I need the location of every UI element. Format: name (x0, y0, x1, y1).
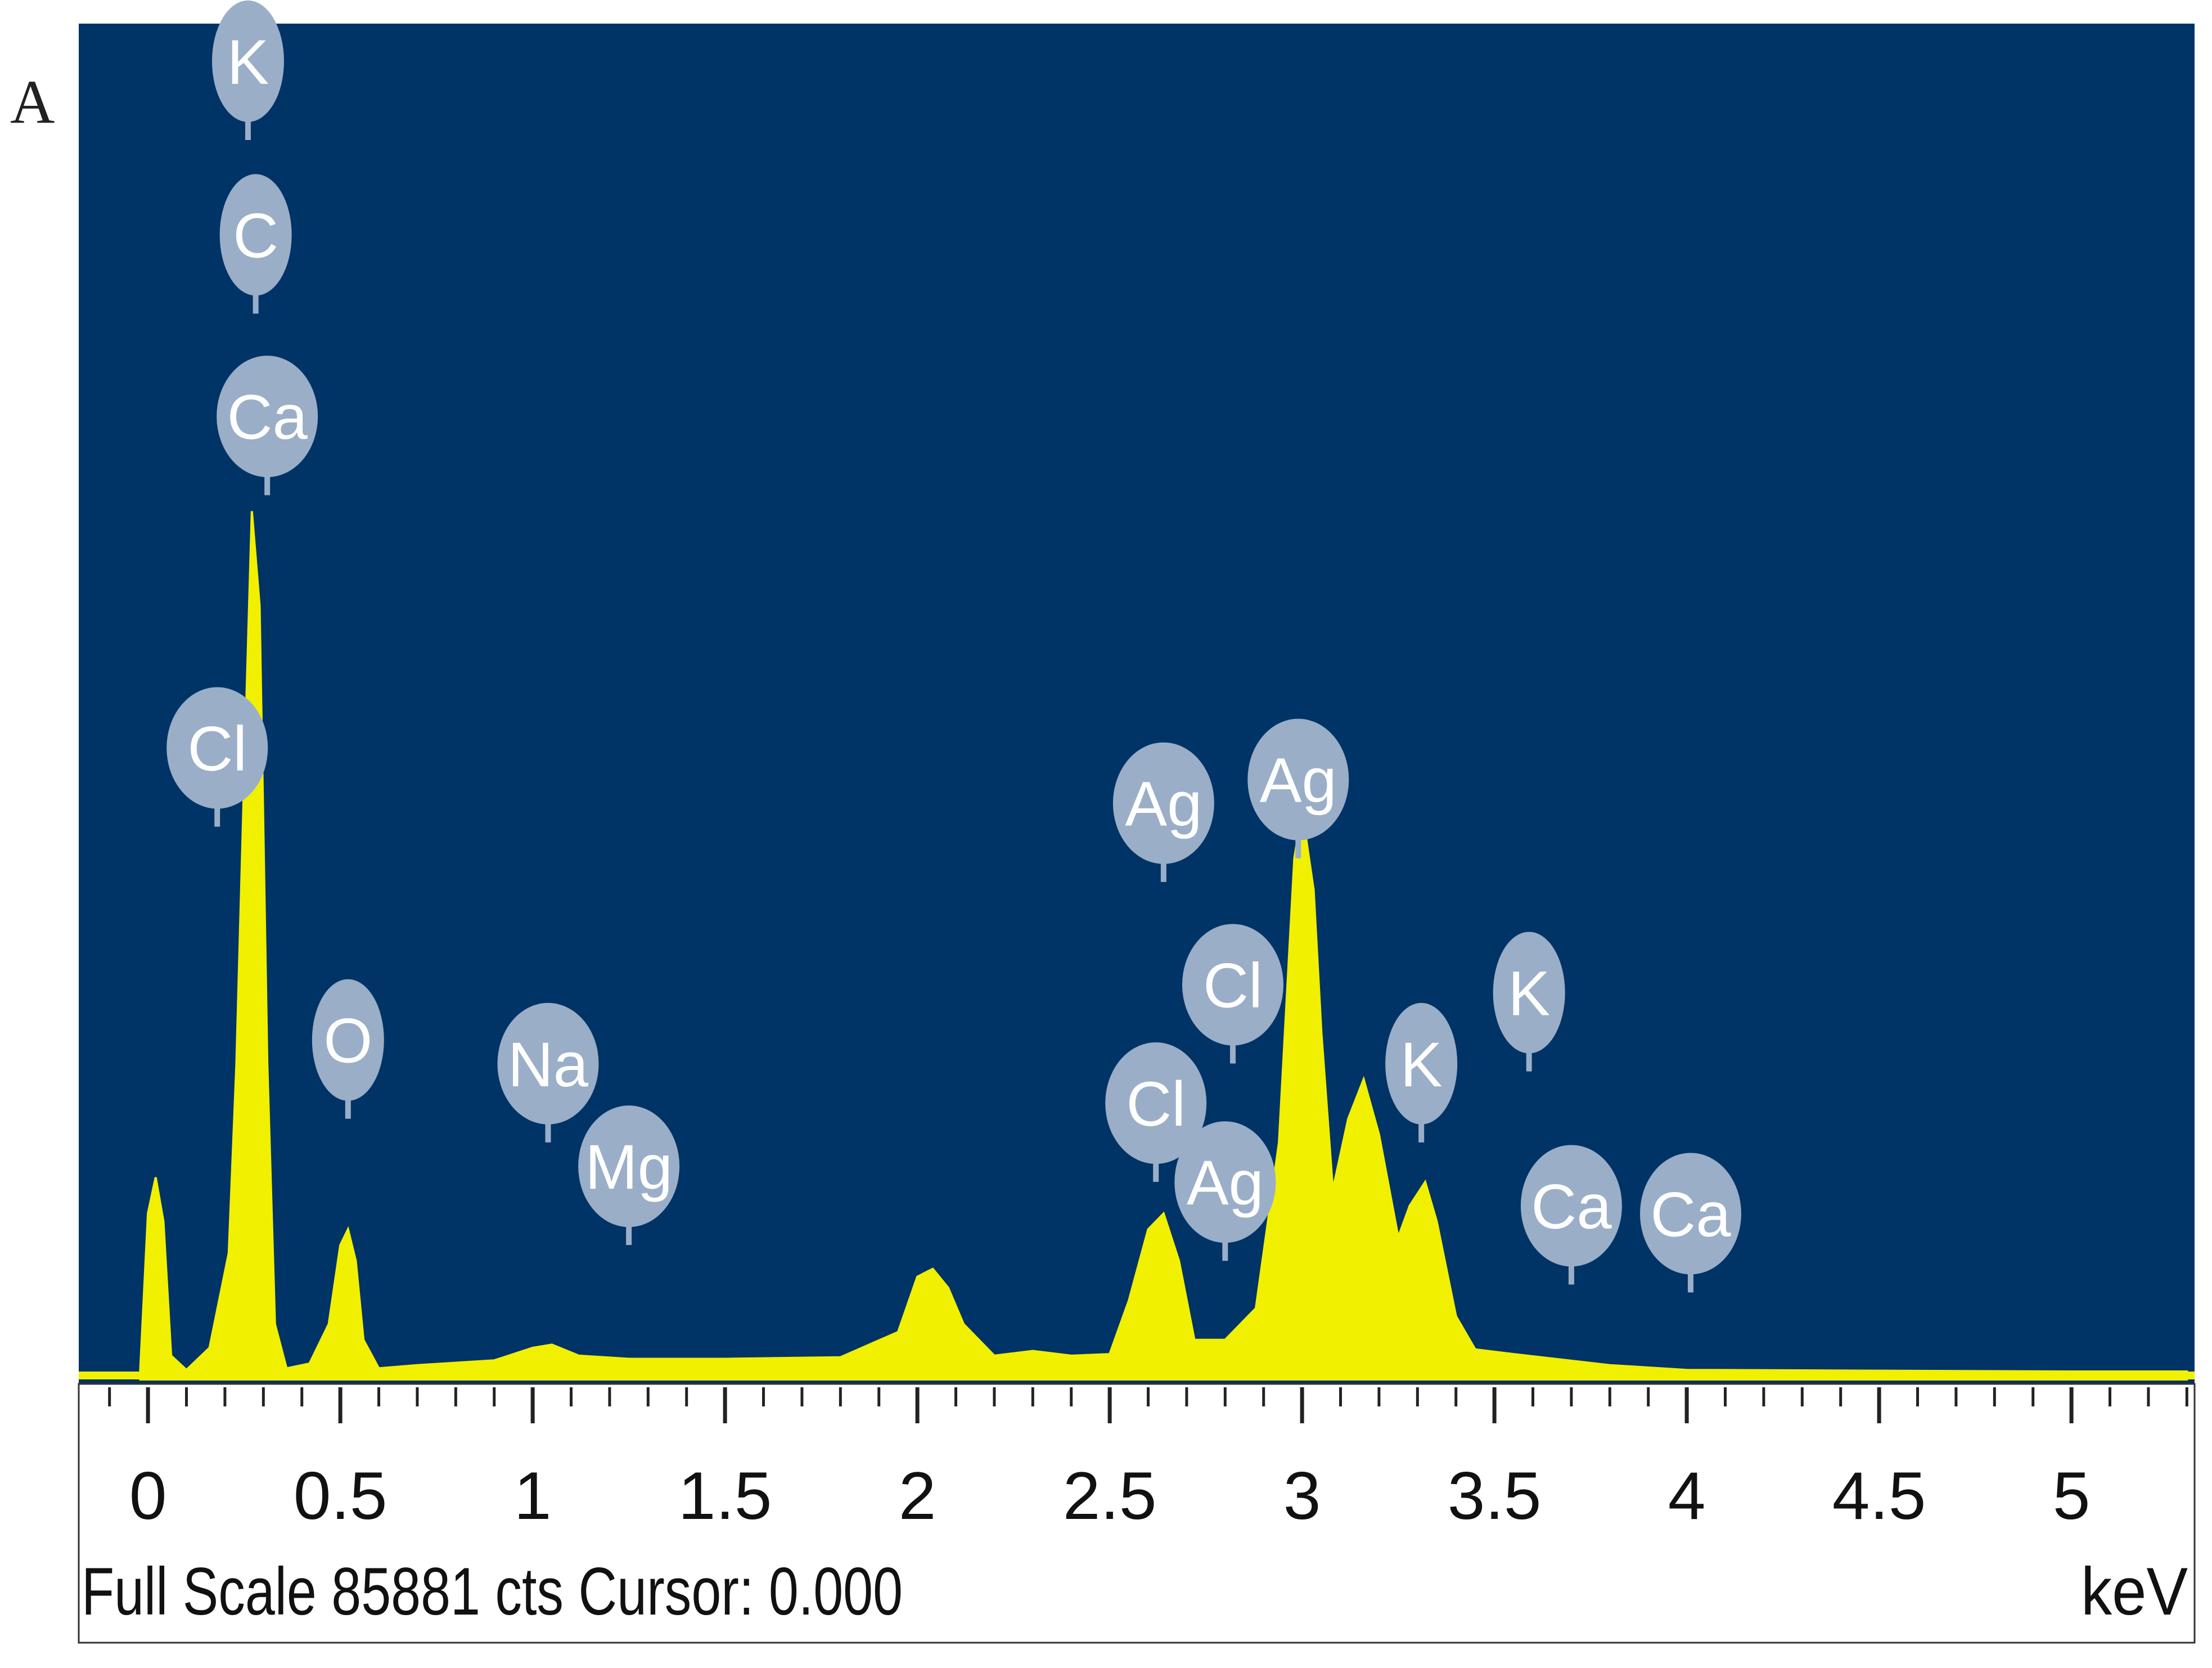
peak-label-bubble (1385, 1002, 1458, 1125)
peak-label-text: Ca (227, 382, 308, 452)
peak-label-ca: Ca (1639, 1153, 1741, 1293)
peak-label-ca: Ca (217, 356, 318, 496)
peak-label-bubble (1105, 1042, 1207, 1164)
peak-label-bubble (219, 174, 292, 296)
peak-label-c: C (219, 174, 292, 314)
peak-label-text: Mg (585, 1132, 673, 1202)
peak-label-text: Ca (1650, 1179, 1731, 1249)
peak-label-text: Ag (1260, 745, 1337, 816)
peak-label-ag: Ag (1112, 742, 1214, 882)
peak-label-text: Ag (1187, 1148, 1264, 1218)
peak-label-bubble (1639, 1153, 1741, 1275)
x-axis: 0 0.5 1 1.5 2 2.5 3 3.5 4 4.5 5 (108, 1387, 2188, 1534)
plot-background (79, 24, 2195, 1384)
peak-label-text: Cl (1126, 1069, 1186, 1139)
panel-label: A (10, 68, 55, 136)
peak-label-bubble (497, 1002, 599, 1125)
peak-label-ag: Ag (1247, 718, 1349, 858)
peak-label-na: Na (497, 1002, 599, 1143)
x-tick-label: 4 (1668, 1458, 1706, 1534)
peak-label-text: Cl (187, 714, 247, 784)
x-tick-label: 1 (514, 1458, 552, 1534)
peak-label-o: O (312, 979, 384, 1119)
peak-label-bubble (1112, 742, 1214, 864)
peak-label-ca: Ca (1520, 1145, 1622, 1285)
peak-label-text: C (233, 200, 278, 271)
x-tick-label: 0.5 (294, 1458, 388, 1534)
x-tick-label: 4.5 (1832, 1458, 1926, 1534)
peak-label-text: Na (508, 1029, 589, 1100)
peak-label-k: K (1385, 1002, 1458, 1143)
peak-label-bubble (1520, 1145, 1622, 1267)
x-tick-label: 3.5 (1448, 1458, 1542, 1534)
spectrum-layer (79, 511, 2195, 1381)
peak-label-k: K (211, 0, 284, 140)
peak-label-bubble (1182, 924, 1283, 1046)
peak-label-bubble (166, 687, 268, 809)
spectrum-baseline (79, 1372, 2195, 1379)
peak-label-bubble (578, 1105, 680, 1228)
peak-label-text: K (227, 27, 269, 97)
x-tick-label: 3 (1283, 1458, 1321, 1534)
peak-label-k: K (1493, 932, 1565, 1072)
peak-label-text: Ca (1531, 1171, 1612, 1242)
x-tick-label: 2.5 (1063, 1458, 1157, 1534)
peak-label-cl: Cl (166, 687, 268, 827)
peak-label-cl: Cl (1105, 1042, 1207, 1182)
peak-label-ag: Ag (1174, 1121, 1276, 1261)
x-tick-label: 5 (2053, 1458, 2091, 1534)
peak-label-bubble (217, 356, 318, 478)
x-tick-label: 0 (129, 1458, 167, 1534)
spectrum-area (139, 511, 2188, 1381)
full-scale-readout: Full Scale 85881 cts Cursor: 0.000 (82, 1554, 903, 1629)
peak-label-text: Ag (1125, 769, 1202, 839)
axis-panel (78, 1383, 2196, 1644)
peak-label-bubble (1174, 1121, 1276, 1243)
peak-label-bubble (312, 979, 384, 1101)
x-tick-label: 2 (899, 1458, 936, 1534)
peak-label-mg: Mg (578, 1105, 680, 1246)
unit-label: keV (2081, 1554, 2188, 1629)
peak-label-cl: Cl (1182, 924, 1283, 1064)
peak-label-text: K (1508, 958, 1550, 1028)
peak-label-text: O (323, 1006, 372, 1076)
peak-label-bubble (1247, 718, 1349, 840)
peak-label-bubble (211, 0, 284, 122)
peak-label-text: Cl (1203, 950, 1263, 1020)
peak-label-bubble (1493, 932, 1565, 1054)
x-tick-label: 1.5 (678, 1458, 772, 1534)
peak-label-text: K (1400, 1029, 1443, 1100)
